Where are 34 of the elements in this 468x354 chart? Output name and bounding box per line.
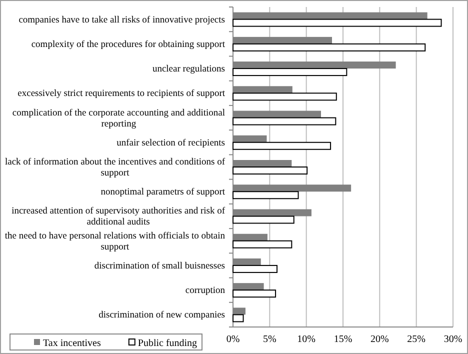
y-tick-label: discrimination of small buisnesses bbox=[94, 261, 226, 272]
bar bbox=[232, 191, 299, 200]
y-tick-label: corruption bbox=[185, 286, 226, 296]
y-tick-label: lack of information about the incentives and conditions of support bbox=[4, 158, 226, 178]
bar bbox=[232, 142, 332, 150]
bar bbox=[232, 166, 308, 174]
bar bbox=[232, 68, 348, 76]
x-tick-label: 0% bbox=[226, 334, 240, 346]
x-tick-label: 20% bbox=[370, 334, 389, 346]
bar bbox=[232, 117, 336, 126]
y-tick-label: unclear regulations bbox=[152, 64, 226, 75]
bar bbox=[232, 314, 244, 322]
bar bbox=[232, 264, 278, 273]
y-tick-label: complexity of the procedures for obtaining support bbox=[31, 40, 226, 50]
x-tick-label: 25% bbox=[407, 334, 426, 346]
y-tick-label: excessively strict requirements to recipients of support bbox=[18, 89, 226, 100]
y-tick-label: nonoptimal parametrs of support bbox=[100, 188, 226, 198]
x-tick-label: 5% bbox=[262, 334, 276, 346]
x-tick-label: 10% bbox=[297, 334, 316, 346]
legend-label: Public funding bbox=[138, 338, 198, 349]
x-tick-label: 30% bbox=[444, 334, 462, 346]
bar bbox=[232, 240, 292, 248]
bar bbox=[232, 43, 426, 52]
y-tick-label: complication of the corporate accounting and additional reporting bbox=[12, 108, 226, 130]
y-tick-label: unfair selection of recipients bbox=[116, 138, 226, 148]
x-tick-label: 15% bbox=[334, 334, 352, 346]
y-tick-label: companies have to take all risks of innovative projects bbox=[18, 15, 226, 26]
bar bbox=[232, 290, 276, 298]
bar bbox=[232, 216, 294, 224]
y-tick-label: the need to have personal relations with officials to obtain support bbox=[4, 231, 226, 252]
bar bbox=[232, 92, 337, 101]
y-tick-label: discrimination of new companies bbox=[98, 310, 226, 321]
legend-label: Tax incentives bbox=[43, 338, 101, 349]
bar bbox=[232, 18, 442, 27]
